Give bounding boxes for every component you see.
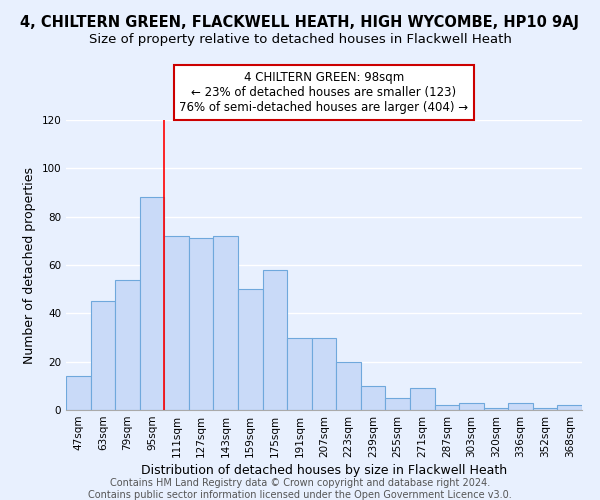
X-axis label: Distribution of detached houses by size in Flackwell Heath: Distribution of detached houses by size … [141,464,507,477]
Bar [214,236,238,410]
Bar [484,408,508,410]
Bar [361,386,385,410]
Bar [410,388,434,410]
Bar [459,403,484,410]
Bar [287,338,312,410]
Bar [434,405,459,410]
Bar [66,376,91,410]
Bar [533,408,557,410]
Bar [263,270,287,410]
Bar [189,238,214,410]
Bar [91,301,115,410]
Text: Contains HM Land Registry data © Crown copyright and database right 2024.: Contains HM Land Registry data © Crown c… [110,478,490,488]
Bar [312,338,336,410]
Text: 4 CHILTERN GREEN: 98sqm
← 23% of detached houses are smaller (123)
76% of semi-d: 4 CHILTERN GREEN: 98sqm ← 23% of detache… [179,71,469,114]
Y-axis label: Number of detached properties: Number of detached properties [23,166,36,364]
Bar [164,236,189,410]
Bar [508,403,533,410]
Text: Contains public sector information licensed under the Open Government Licence v3: Contains public sector information licen… [88,490,512,500]
Text: Size of property relative to detached houses in Flackwell Heath: Size of property relative to detached ho… [89,32,511,46]
Text: 4, CHILTERN GREEN, FLACKWELL HEATH, HIGH WYCOMBE, HP10 9AJ: 4, CHILTERN GREEN, FLACKWELL HEATH, HIGH… [20,15,580,30]
Bar [385,398,410,410]
Bar [115,280,140,410]
Bar [336,362,361,410]
Bar [238,289,263,410]
Bar [140,198,164,410]
Bar [557,405,582,410]
